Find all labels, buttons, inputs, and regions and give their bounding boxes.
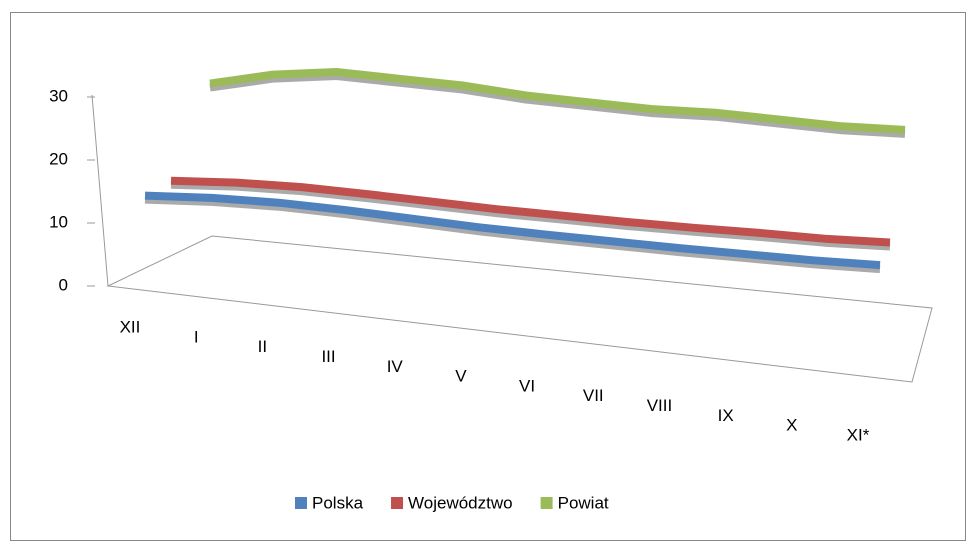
y-tick-label: 0 (59, 275, 68, 294)
chart-border (10, 12, 966, 541)
x-tick-label: VIII (647, 396, 673, 415)
floor (106, 235, 933, 383)
legend-swatch (540, 497, 553, 509)
x-tick-label: I (194, 327, 199, 346)
y-tick-label: 30 (49, 86, 68, 105)
legend-swatch (295, 497, 307, 509)
y-axis (91, 94, 109, 287)
legend-label: Polska (312, 493, 364, 512)
x-tick-label: XI* (847, 425, 870, 444)
y-tick-label: 20 (49, 149, 68, 168)
y-tick-label: 10 (49, 212, 68, 231)
x-tick-label: XII (120, 317, 141, 336)
x-tick-label: IV (387, 357, 404, 376)
series-line (209, 68, 906, 134)
x-tick-label: II (258, 337, 267, 356)
legend-label: Województwo (408, 493, 513, 512)
x-tick-label: IX (718, 406, 734, 425)
series-line (144, 191, 881, 270)
x-tick-label: V (455, 367, 467, 386)
x-tick-label: VI (519, 376, 535, 395)
legend-label: Powiat (558, 493, 609, 512)
x-tick-label: X (786, 416, 797, 435)
x-tick-label: VII (583, 386, 604, 405)
legend-swatch (391, 497, 404, 509)
series-line (170, 176, 891, 247)
x-tick-label: III (321, 347, 335, 366)
